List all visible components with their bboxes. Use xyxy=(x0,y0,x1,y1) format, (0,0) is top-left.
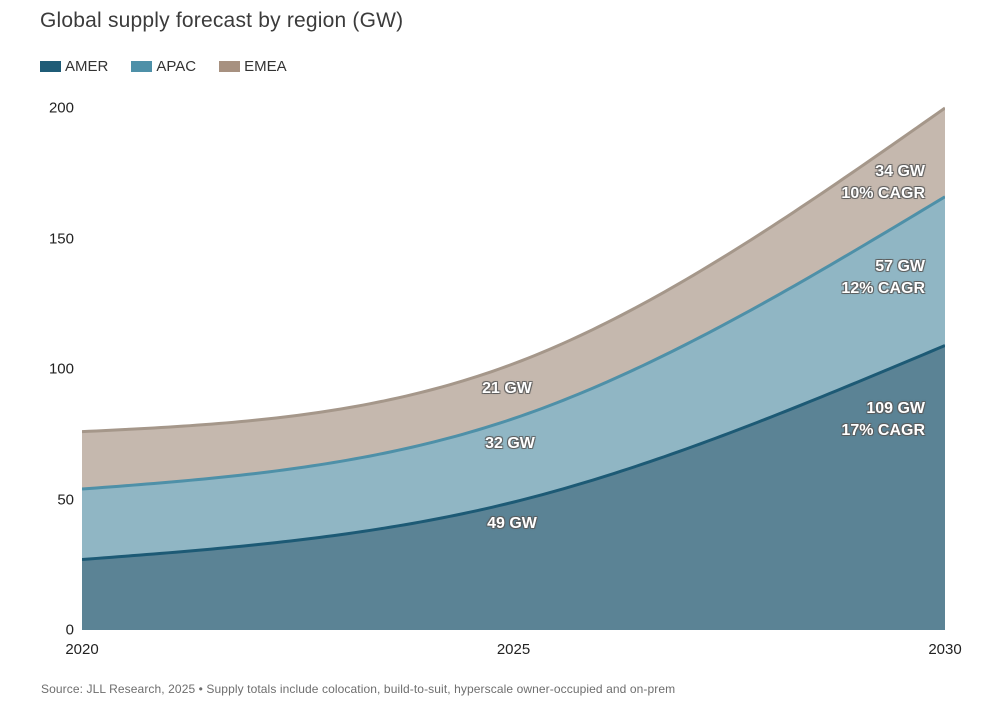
annotation-label: 32 GW xyxy=(485,435,535,452)
legend-label-emea: EMEA xyxy=(244,58,287,75)
legend-swatch-apac xyxy=(131,61,153,72)
annotation-label: 34 GW xyxy=(875,163,925,180)
x-axis-tick-label: 2030 xyxy=(928,641,962,658)
legend-item-apac: APAC xyxy=(131,58,196,75)
legend-item-emea: EMEA xyxy=(219,58,287,75)
area-amer xyxy=(82,345,945,630)
y-axis-tick-label: 0 xyxy=(65,621,74,639)
y-axis-tick-label: 200 xyxy=(48,99,74,117)
annotation-label: 49 GW xyxy=(487,515,537,532)
legend-label-apac: APAC xyxy=(156,58,197,75)
legend-label-amer: AMER xyxy=(65,58,109,75)
x-axis-tick-label: 2020 xyxy=(65,641,99,658)
y-axis-tick-label: 150 xyxy=(48,230,74,247)
line-amer xyxy=(82,344,945,562)
y-axis-tick-label: 50 xyxy=(57,491,74,508)
annotation-label: 10% CAGR xyxy=(841,185,925,202)
annotation-label: 21 GW xyxy=(482,380,532,397)
annotation-label: 17% CAGR xyxy=(841,422,925,439)
annotation-label: 109 GW xyxy=(866,400,925,417)
annotation-label: 57 GW xyxy=(875,258,925,275)
line-apac xyxy=(82,195,945,491)
chart-title: Global supply forecast by region (GW) xyxy=(40,9,404,32)
legend: AMER APAC EMEA xyxy=(40,58,287,75)
legend-swatch-amer xyxy=(40,61,61,72)
source-note: Source: JLL Research, 2025 • Supply tota… xyxy=(41,682,676,696)
x-axis-tick-label: 2025 xyxy=(496,641,531,658)
y-axis-tick-label: 100 xyxy=(48,360,74,378)
line-emea xyxy=(82,106,945,434)
legend-swatch-emea xyxy=(219,61,241,72)
annotation-label: 12% CAGR xyxy=(841,280,925,297)
legend-item-amer: AMER xyxy=(40,58,108,75)
stacked-area-plot xyxy=(82,106,945,631)
